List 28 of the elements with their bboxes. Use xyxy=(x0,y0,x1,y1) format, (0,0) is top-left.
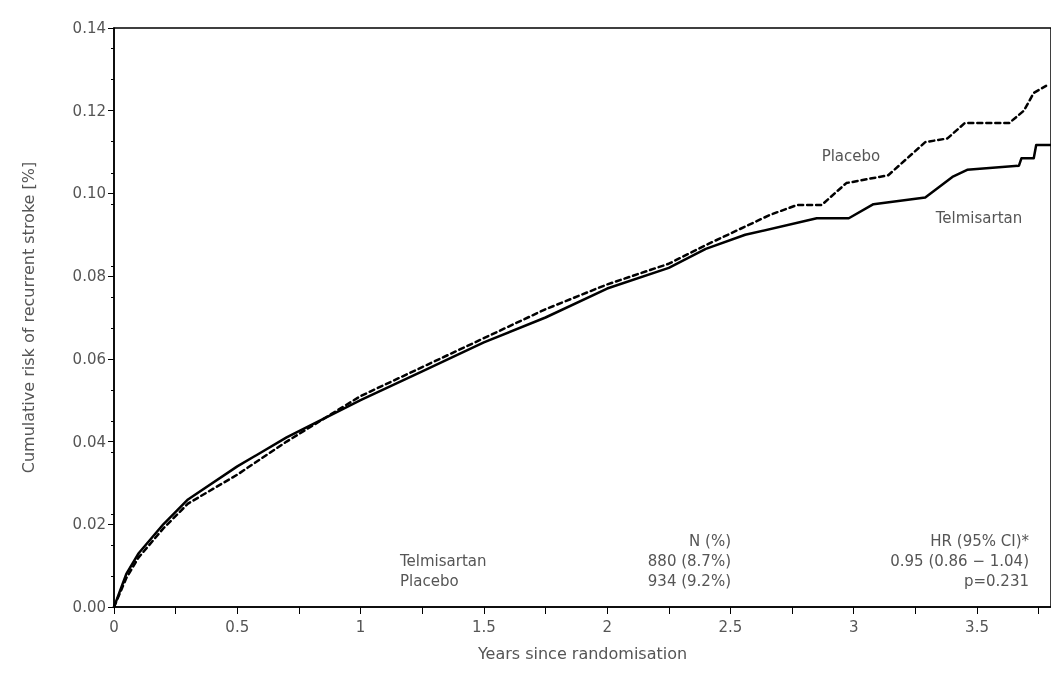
x-tick-label: 0 xyxy=(109,617,119,636)
y-tick-label: 0.04 xyxy=(72,432,106,451)
x-tick-label: 3 xyxy=(848,617,859,636)
y-tick-label: 0.02 xyxy=(72,515,106,534)
annotation: 0.95 (0.86 − 1.04) xyxy=(890,551,1030,570)
annotation: HR (95% CI)* xyxy=(930,531,1030,550)
x-tick-label: 3.5 xyxy=(965,617,989,636)
y-tick-label: 0.06 xyxy=(72,349,106,368)
x-tick-label: 2 xyxy=(602,617,612,636)
annotation: 934 (9.2%) xyxy=(647,571,732,590)
x-tick-label: 1.5 xyxy=(471,617,496,636)
y-tick-label: 0.12 xyxy=(72,101,106,120)
annotation: p=0.231 xyxy=(963,571,1030,590)
x-tick-label: 1 xyxy=(355,617,366,636)
y-tick-label: 0.14 xyxy=(72,19,106,37)
series-label: Placebo xyxy=(821,147,881,166)
y-axis-title: Cumulative risk of recurrent stroke [%] xyxy=(18,161,38,474)
x-tick-label: 2.5 xyxy=(718,617,743,636)
y-tick-label: 0.10 xyxy=(72,184,106,203)
annotation: Telmisartan xyxy=(399,551,487,570)
x-tick-label: 0.5 xyxy=(225,617,250,636)
series-label: Telmisartan xyxy=(934,209,1023,228)
annotation: N (%) xyxy=(689,531,732,550)
annotation: Placebo xyxy=(400,571,459,590)
x-axis-title: Years since randomisation xyxy=(476,643,688,663)
annotation: 880 (8.7%) xyxy=(647,551,732,570)
y-tick-label: 0.08 xyxy=(72,267,106,286)
y-tick-label: 0.00 xyxy=(72,598,106,616)
